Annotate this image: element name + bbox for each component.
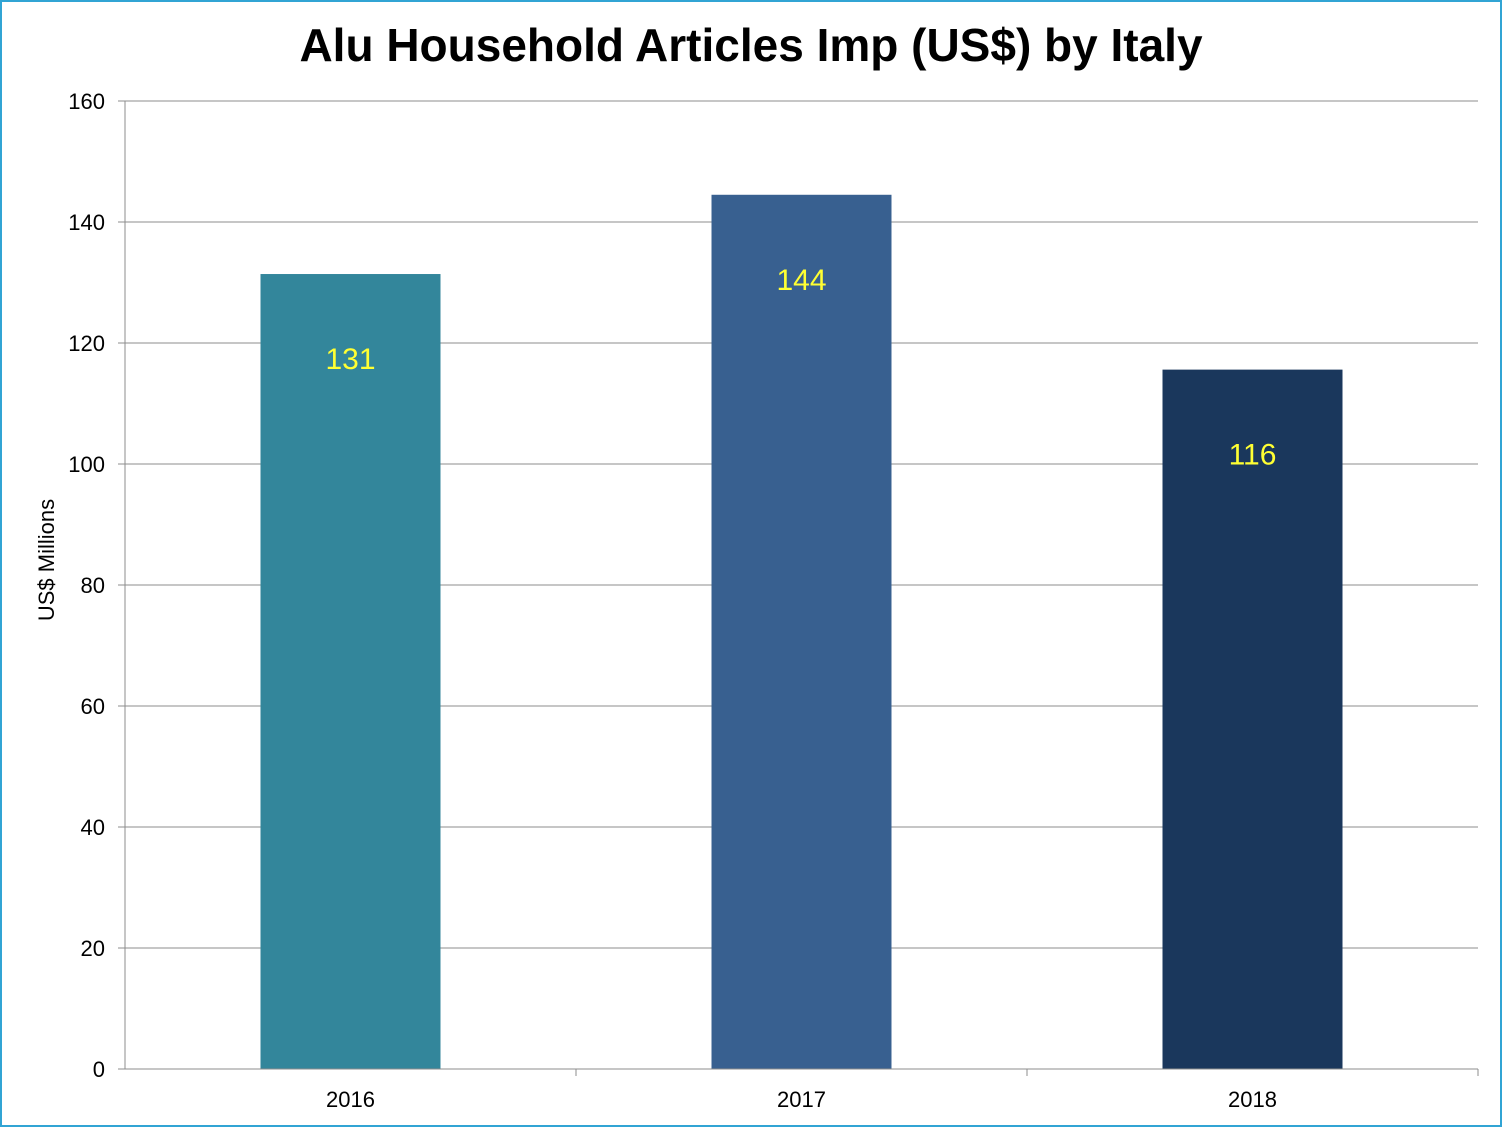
bar-2018 <box>1162 369 1343 1069</box>
x-tick-label: 2016 <box>326 1087 375 1112</box>
y-tick-label: 60 <box>81 694 105 719</box>
bars <box>260 194 1343 1069</box>
y-tick-label: 80 <box>81 573 105 598</box>
x-tick-label: 2017 <box>777 1087 826 1112</box>
y-tick-label: 160 <box>68 89 105 114</box>
y-axis-label: US$ Millions <box>34 499 59 621</box>
bar-2016 <box>260 274 441 1069</box>
chart-title: Alu Household Articles Imp (US$) by Ital… <box>299 19 1203 71</box>
axes: 0 20 40 60 80 100 120 140 160 2016 2017 2018 <box>68 89 1479 1112</box>
y-tick-label: 140 <box>68 210 105 235</box>
bar-2017 <box>711 194 892 1069</box>
y-tick-label: 100 <box>68 452 105 477</box>
y-tick-label: 0 <box>93 1057 105 1082</box>
data-label-2018: 116 <box>1229 439 1277 472</box>
data-label-2016: 131 <box>325 343 375 376</box>
x-tick-label: 2018 <box>1228 1087 1277 1112</box>
y-tick-label: 20 <box>81 936 105 961</box>
data-label-2017: 144 <box>776 264 826 297</box>
y-tick-label: 120 <box>68 331 105 356</box>
y-tick-label: 40 <box>81 815 105 840</box>
data-labels: 131 144 116 <box>325 264 1276 472</box>
